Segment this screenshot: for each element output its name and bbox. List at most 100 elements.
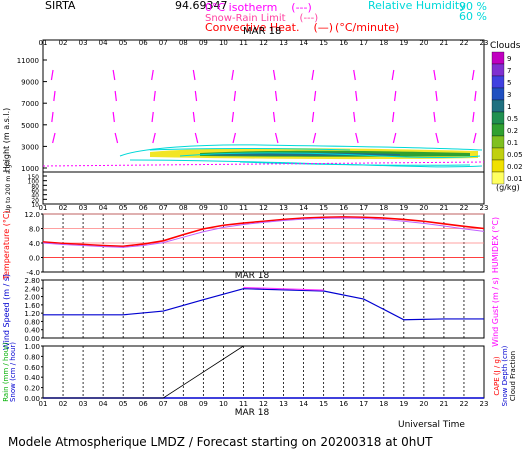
temp-tick-label: 4.0 bbox=[29, 240, 40, 248]
temperature-axis-label: Temperature (°C) bbox=[2, 210, 11, 280]
hour-tick-label: 07 bbox=[159, 39, 168, 47]
wind-barb bbox=[391, 111, 395, 123]
hour-tick-label: 18 bbox=[379, 400, 388, 408]
cape-axis-label: CAPE (J / g) bbox=[493, 356, 501, 396]
colorbar-swatch bbox=[491, 75, 505, 89]
temperature-line bbox=[42, 216, 485, 248]
wind-barb bbox=[353, 69, 356, 81]
snow-depth-axis-label: Snow Depth (cm) bbox=[501, 345, 509, 406]
hour-tick-label: 02 bbox=[59, 204, 68, 212]
humidity-contour bbox=[149, 148, 351, 151]
hour-tick-label: 03 bbox=[79, 39, 88, 47]
colorbar-label: 0.5 bbox=[507, 115, 518, 123]
prec-tick-label: 0.20 bbox=[24, 385, 40, 393]
cloud-fraction-axis-label: Cloud Fraction bbox=[509, 351, 517, 401]
hour-tick-label: 05 bbox=[119, 39, 128, 47]
colorbar-label: 5 bbox=[507, 79, 511, 87]
wind-barb bbox=[355, 132, 359, 144]
hour-tick-label: 07 bbox=[159, 204, 168, 212]
legend-rh-90: 90 % bbox=[459, 0, 487, 13]
height-tick-label: 100 bbox=[28, 179, 40, 186]
hour-tick-label: 01 bbox=[39, 400, 48, 408]
hour-tick-label: 05 bbox=[119, 204, 128, 212]
colorbar-label: 0.1 bbox=[507, 139, 518, 147]
hour-tick-label: 15 bbox=[319, 204, 328, 212]
hour-tick-label: 18 bbox=[379, 204, 388, 212]
colorbar-swatch bbox=[491, 135, 505, 149]
wind-barb bbox=[272, 111, 276, 123]
hour-tick-label: 03 bbox=[79, 204, 88, 212]
wind-barb bbox=[393, 90, 397, 102]
hour-tick-label: 16 bbox=[339, 39, 348, 47]
colorbar-swatch bbox=[491, 159, 505, 173]
hour-tick-label: 13 bbox=[279, 400, 288, 408]
hour-tick-label: 09 bbox=[199, 204, 208, 212]
hour-tick-label: 21 bbox=[439, 39, 448, 47]
hour-tick-label: 17 bbox=[359, 204, 368, 212]
colorbar-swatch bbox=[491, 63, 505, 77]
hour-tick-label: 21 bbox=[439, 204, 448, 212]
height-tick-label: 40 bbox=[31, 193, 39, 200]
colorbar-label: 3 bbox=[507, 91, 511, 99]
wind-tick-label: 0.00 bbox=[24, 335, 40, 343]
wind-tick-label: 0.80 bbox=[24, 318, 40, 326]
wind-barb bbox=[231, 69, 235, 81]
humidex-line bbox=[42, 217, 485, 248]
hour-tick-label: 12 bbox=[259, 400, 268, 408]
hour-tick-label: 06 bbox=[139, 400, 148, 408]
wind-tick-label: 2.00 bbox=[24, 294, 40, 302]
hour-tick-label: 08 bbox=[179, 400, 188, 408]
universal-time-label: Universal Time bbox=[398, 420, 465, 430]
legend-isotherm: 0°C isotherm (---) bbox=[205, 1, 312, 14]
wind-barb bbox=[231, 111, 235, 123]
height-tick-label: 7000 bbox=[21, 100, 39, 108]
temp-tick-label: 0.0 bbox=[29, 255, 40, 263]
hour-tick-label: 05 bbox=[119, 400, 128, 408]
wind-barb bbox=[232, 132, 237, 144]
wind-barb bbox=[355, 90, 358, 102]
legend-convective: Convective Heat. (—) (°C/minute) bbox=[205, 21, 399, 34]
hour-tick-label: 06 bbox=[139, 39, 148, 47]
precip-line bbox=[43, 345, 244, 399]
height-tick-label: 5000 bbox=[21, 122, 39, 130]
hour-tick-label: 01 bbox=[39, 204, 48, 212]
hour-tick-label: 02 bbox=[59, 400, 68, 408]
wind-tick-label: 2.80 bbox=[24, 277, 40, 285]
wind-barb bbox=[192, 111, 196, 123]
hour-tick-label: 04 bbox=[99, 400, 108, 408]
hour-tick-label: 14 bbox=[299, 204, 308, 212]
hour-tick-label: 14 bbox=[299, 400, 308, 408]
prec-tick-label: 1.00 bbox=[24, 343, 40, 351]
hour-tick-label: 21 bbox=[439, 400, 448, 408]
hour-tick-label: 14 bbox=[299, 39, 308, 47]
wind-barb bbox=[472, 132, 477, 144]
wind-barb bbox=[53, 90, 56, 102]
wind-barb bbox=[52, 132, 56, 144]
wind-barb bbox=[311, 111, 315, 123]
hour-tick-label: 02 bbox=[59, 39, 68, 47]
colorbar-label: 7 bbox=[507, 67, 511, 75]
hour-tick-label: 08 bbox=[179, 39, 188, 47]
wind-axis-label: Wind Speed (m / s) bbox=[2, 274, 11, 350]
hour-tick-label: 17 bbox=[359, 39, 368, 47]
hour-tick-label: 20 bbox=[419, 39, 428, 47]
colorbar-swatch bbox=[491, 123, 505, 137]
legend-snow-rain: Snow-Rain Limit (---) bbox=[205, 13, 318, 24]
wind-barb bbox=[474, 90, 477, 102]
site-name: SIRTA bbox=[45, 0, 76, 12]
hour-tick-label: 12 bbox=[259, 204, 268, 212]
hour-tick-label: 11 bbox=[239, 400, 248, 408]
hour-tick-label: 03 bbox=[79, 400, 88, 408]
hour-tick-label: 13 bbox=[279, 39, 288, 47]
wind-barb bbox=[435, 90, 438, 102]
hour-tick-label: 19 bbox=[399, 400, 408, 408]
gust-axis-label: Wind Gust (m / s) bbox=[491, 277, 500, 347]
wind-barb bbox=[313, 90, 317, 102]
hour-tick-label: 09 bbox=[199, 400, 208, 408]
hour-tick-label: 17 bbox=[359, 400, 368, 408]
hour-tick-label: 04 bbox=[99, 39, 108, 47]
hour-tick-label: 07 bbox=[159, 400, 168, 408]
prec-tick-label: 0.60 bbox=[24, 364, 40, 372]
panel-frame-height bbox=[42, 39, 485, 205]
footer-title: Modele Atmospherique LMDZ / Forecast sta… bbox=[8, 435, 433, 449]
